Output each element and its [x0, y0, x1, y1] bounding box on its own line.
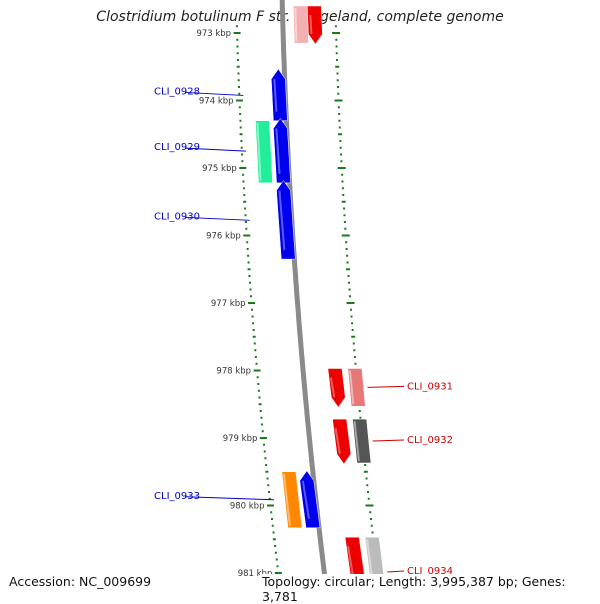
accession-text: Accession: NC_009699 — [7, 574, 154, 589]
label-cli-0929: CLI_0929 — [154, 142, 200, 153]
feature-feat-top — [293, 5, 309, 44]
leader-cli-0932 — [372, 439, 405, 442]
feature-highlight — [294, 7, 298, 42]
leader-cli-0930 — [184, 216, 250, 221]
feature-feat-0932 — [352, 418, 372, 464]
feature-highlight — [353, 420, 360, 462]
feature-feat-0933 — [281, 471, 303, 529]
tick-label-977: 977 kbp — [211, 299, 246, 309]
gene-top-partial — [307, 5, 323, 45]
gene-highlight — [334, 427, 341, 455]
kbp-axis: 973 kbp 974 kbp 975 kbp 976 kbp 977 kbp 978 k… — [196, 25, 382, 600]
leader-cli-0931 — [367, 385, 405, 388]
tick-label-976: 976 kbp — [206, 232, 241, 242]
feature-highlight — [256, 122, 262, 181]
gene-highlight — [329, 377, 336, 398]
gene-highlight — [301, 480, 310, 519]
gene-cli-0933 — [299, 470, 321, 529]
label-cli-0931: CLI_0931 — [407, 381, 453, 392]
label-cli-0934: CLI_0934 — [407, 566, 453, 577]
label-cli-0930: CLI_0930 — [154, 211, 200, 222]
tick-label-981: 981 kbp — [238, 569, 273, 579]
leader-cli-0928 — [184, 91, 244, 96]
leader-cli-0933 — [184, 496, 274, 501]
gene-highlight — [278, 190, 286, 251]
gene-highlight — [275, 128, 281, 174]
label-cli-0932: CLI_0932 — [407, 435, 453, 446]
leader-cli-0929 — [184, 147, 246, 152]
label-cli-0928: CLI_0928 — [154, 86, 200, 97]
gene-highlight — [309, 14, 313, 35]
tick-label-974: 974 kbp — [199, 97, 234, 107]
leader-cli-0934 — [387, 570, 405, 573]
gene-cli-0930 — [276, 180, 296, 260]
tick-label-980: 980 kbp — [230, 502, 265, 512]
genome-summary-text: Topology: circular; Length: 3,995,387 bp… — [260, 574, 600, 604]
gene-cli-0931 — [327, 368, 346, 408]
gene-highlight — [273, 79, 278, 112]
gene-track — [271, 5, 368, 600]
gene-cli-0932 — [332, 418, 352, 465]
gene-labels: CLI_0928 CLI_0929 CLI_0930 CLI_0933 CLI_0931… — [154, 86, 453, 577]
tick-label-975: 975 kbp — [202, 164, 237, 174]
tick-label-973: 973 kbp — [196, 29, 231, 39]
feature-track — [255, 5, 388, 600]
feature-feat-0931 — [347, 368, 366, 407]
feature-highlight — [348, 370, 355, 405]
feature-feat-0929 — [255, 120, 273, 184]
label-cli-0933: CLI_0933 — [154, 491, 200, 502]
tick-label-979: 979 kbp — [223, 434, 258, 444]
tick-label-978: 978 kbp — [216, 367, 251, 377]
feature-highlight — [282, 473, 291, 526]
